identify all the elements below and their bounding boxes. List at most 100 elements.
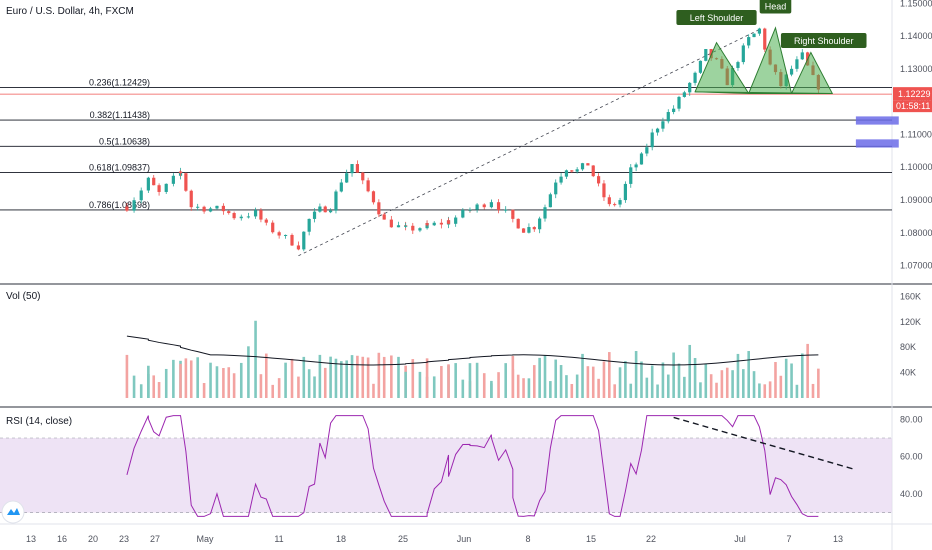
candle[interactable] (800, 52, 804, 60)
candle[interactable] (246, 216, 251, 218)
candle[interactable] (511, 215, 515, 219)
target-zone[interactable] (855, 116, 899, 125)
candle[interactable] (227, 211, 231, 214)
candle[interactable] (645, 147, 649, 154)
candle[interactable] (382, 214, 386, 220)
candle[interactable] (559, 176, 563, 183)
candle[interactable] (371, 191, 376, 203)
candle[interactable] (171, 175, 175, 184)
candle[interactable] (461, 210, 465, 218)
neckline[interactable] (695, 91, 833, 94)
candle[interactable] (157, 185, 161, 192)
candle[interactable] (527, 227, 531, 233)
candle[interactable] (366, 180, 370, 192)
candle[interactable] (639, 153, 644, 165)
candle[interactable] (345, 173, 349, 183)
candle[interactable] (329, 210, 333, 213)
candle[interactable] (747, 37, 751, 46)
fib-trend-line[interactable] (298, 29, 760, 257)
candle[interactable] (389, 219, 393, 228)
candle[interactable] (752, 33, 756, 38)
candle[interactable] (586, 163, 590, 166)
candle[interactable] (307, 218, 311, 232)
candle[interactable] (355, 164, 359, 173)
candle[interactable] (339, 182, 343, 192)
candle[interactable] (215, 205, 219, 209)
candle[interactable] (532, 227, 536, 230)
candle[interactable] (548, 194, 552, 208)
candle[interactable] (682, 92, 686, 97)
candle[interactable] (418, 228, 422, 231)
candle[interactable] (591, 165, 595, 177)
candle[interactable] (688, 82, 692, 93)
candle[interactable] (454, 217, 458, 224)
candle[interactable] (396, 225, 401, 228)
candle[interactable] (202, 206, 206, 212)
candle[interactable] (146, 179, 150, 191)
candle[interactable] (283, 234, 288, 236)
candle[interactable] (623, 183, 627, 201)
candle[interactable] (564, 170, 569, 177)
candle[interactable] (693, 72, 697, 83)
candle[interactable] (618, 200, 622, 205)
pattern-label-box[interactable] (780, 32, 867, 48)
candle[interactable] (795, 59, 799, 69)
candle[interactable] (763, 28, 767, 50)
candle[interactable] (221, 205, 225, 212)
left-shoulder-shape[interactable] (694, 41, 750, 94)
pattern-label-box[interactable] (676, 10, 757, 26)
candle[interactable] (178, 171, 183, 174)
candle[interactable] (629, 167, 633, 184)
candle[interactable] (607, 197, 611, 205)
rsi-trend-line[interactable] (673, 416, 857, 471)
candle[interactable] (698, 60, 703, 73)
candle[interactable] (736, 62, 740, 68)
candle[interactable] (655, 128, 660, 133)
candle[interactable] (468, 209, 472, 211)
candle[interactable] (634, 164, 638, 168)
candle[interactable] (253, 210, 258, 217)
candle[interactable] (554, 182, 558, 195)
candle[interactable] (334, 191, 338, 211)
candle[interactable] (661, 121, 665, 129)
candle[interactable] (239, 216, 243, 219)
candle[interactable] (196, 206, 200, 208)
tradingview-logo[interactable] (1, 500, 25, 524)
candle[interactable] (318, 206, 322, 212)
candle[interactable] (538, 218, 542, 230)
candle[interactable] (650, 132, 654, 148)
candle[interactable] (189, 190, 193, 208)
candle[interactable] (125, 206, 129, 211)
candle[interactable] (543, 207, 547, 219)
candle[interactable] (350, 164, 354, 174)
candle[interactable] (446, 220, 451, 224)
candle[interactable] (232, 213, 236, 219)
candle[interactable] (208, 208, 213, 212)
right-shoulder-shape[interactable] (790, 51, 834, 94)
head-shape[interactable] (747, 26, 793, 94)
candle[interactable] (516, 218, 520, 229)
candle[interactable] (411, 225, 415, 231)
candle[interactable] (504, 209, 508, 211)
candle[interactable] (613, 204, 617, 206)
target-zone[interactable] (855, 139, 899, 148)
candle[interactable] (496, 202, 501, 211)
candle[interactable] (489, 202, 493, 204)
candle[interactable] (789, 68, 794, 75)
candle[interactable] (677, 96, 681, 109)
candle[interactable] (580, 163, 585, 170)
candle[interactable] (132, 200, 136, 211)
pattern-label-box[interactable] (759, 0, 792, 14)
candle[interactable] (672, 108, 676, 113)
candle[interactable] (296, 245, 301, 250)
candle[interactable] (666, 112, 670, 122)
candle[interactable] (597, 176, 601, 184)
candle[interactable] (489, 202, 493, 208)
candle[interactable] (152, 177, 156, 186)
candle[interactable] (439, 222, 443, 225)
candle[interactable] (482, 204, 486, 208)
candle[interactable] (184, 173, 188, 191)
candle[interactable] (575, 169, 579, 172)
candle[interactable] (432, 222, 436, 226)
candle[interactable] (164, 183, 168, 192)
